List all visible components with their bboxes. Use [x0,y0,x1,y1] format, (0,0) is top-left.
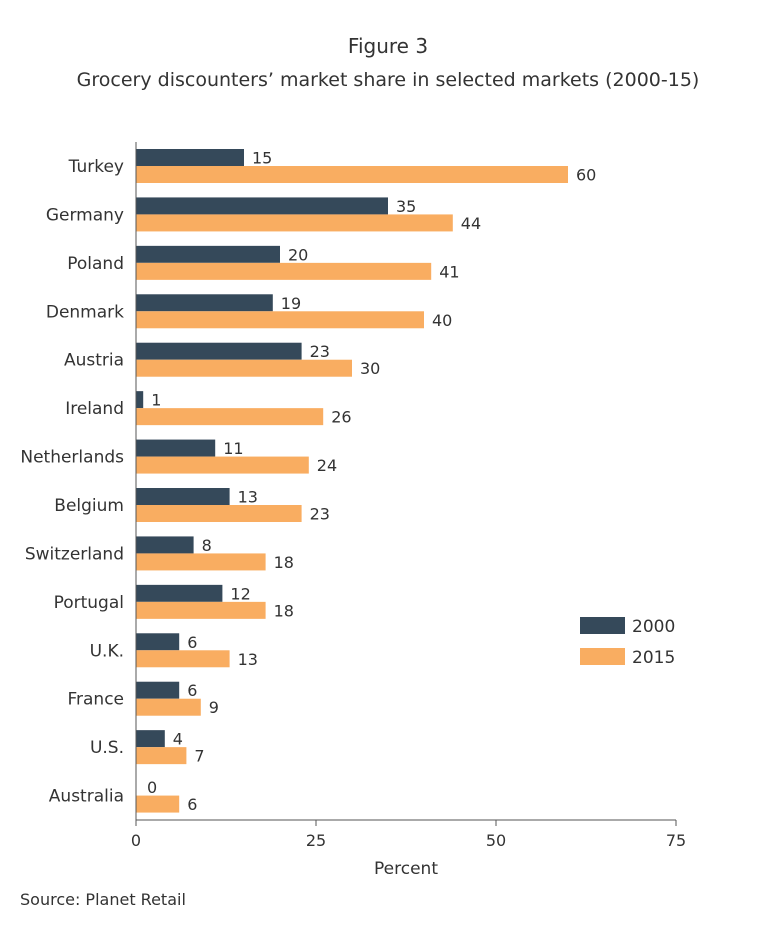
data-label-2000: 1 [151,391,161,410]
category-label: Ireland [65,399,124,419]
bar-2015 [136,214,453,232]
bar-2015 [136,795,180,813]
bar-2015 [136,456,309,474]
x-ticks-group: 0 25 50 75 [131,820,686,850]
data-label-2015: 40 [432,311,452,330]
legend-swatch-2000 [580,617,625,634]
data-label-2000: 4 [173,730,183,749]
category-label: Portugal [54,593,124,613]
data-label-2000: 35 [396,197,416,216]
data-label-2015: 7 [194,747,204,766]
bar-2000 [136,294,273,312]
bar-2000 [136,245,280,263]
data-label-2000: 8 [202,536,212,555]
data-label-2015: 24 [317,456,337,475]
bar-2000 [136,149,244,166]
category-label: Belgium [54,496,124,516]
bar-2000 [136,439,216,457]
chart-subtitle: Grocery discounters’ market share in sel… [77,69,700,91]
bars-group [136,149,568,813]
category-label: Austria [64,351,124,371]
data-label-2015: 13 [238,650,258,669]
legend: 2000 2015 [580,617,675,668]
data-label-2015: 41 [439,262,459,281]
bar-2015 [136,601,266,619]
bar-2015 [136,747,187,765]
data-label-2015: 18 [274,601,294,620]
data-label-2015: 60 [576,166,596,185]
data-label-2000: 0 [147,778,157,797]
bar-2000 [136,197,388,215]
x-tick-label: 0 [131,831,141,850]
category-label: Denmark [46,302,124,322]
bar-2000 [136,342,302,360]
bar-2000 [136,488,230,505]
data-label-2000: 20 [288,245,308,264]
bar-2015 [136,359,352,377]
data-label-2000: 6 [187,633,197,652]
data-label-2000: 6 [187,681,197,700]
x-tick-label: 50 [486,831,506,850]
legend-label-2000: 2000 [632,617,675,637]
data-label-2000: 12 [230,584,250,603]
data-label-2015: 23 [310,505,330,524]
bar-2015 [136,650,230,668]
source-note: Source: Planet Retail [20,890,186,909]
x-axis-label: Percent [374,859,438,879]
data-label-2015: 6 [187,795,197,814]
category-label: Poland [67,254,124,274]
value-labels-group: 1560354420411940233012611241323818121861… [147,149,596,815]
bar-2015 [136,698,201,716]
bar-2015 [136,166,568,183]
bar-2000 [136,730,165,748]
bar-2015 [136,311,424,329]
data-label-2015: 44 [461,214,481,233]
x-tick-label: 75 [666,831,686,850]
bar-2000 [136,633,180,651]
bar-2000 [136,584,223,602]
data-label-2015: 26 [331,408,351,427]
data-label-2000: 19 [281,294,301,313]
data-label-2000: 13 [238,488,258,507]
chart-title: Figure 3 [348,34,428,58]
category-label: U.S. [90,738,124,758]
bar-2015 [136,262,432,280]
bar-2015 [136,505,302,522]
category-labels-group: Turkey Germany Poland Denmark Austria Ireland… [20,157,124,807]
category-label: France [67,690,124,710]
data-label-2000: 11 [223,439,243,458]
bar-2000 [136,391,144,409]
category-label: Germany [46,205,124,225]
data-label-2000: 23 [310,342,330,361]
data-label-2015: 18 [274,553,294,572]
legend-swatch-2015 [580,648,625,665]
x-tick-label: 25 [306,831,326,850]
category-label: Netherlands [20,448,124,468]
data-label-2000: 15 [252,149,272,168]
data-label-2015: 9 [209,698,219,717]
legend-label-2015: 2015 [632,648,675,668]
category-label: U.K. [90,641,124,661]
bar-2015 [136,408,324,426]
bar-2000 [136,536,194,554]
category-label: Switzerland [25,544,124,564]
category-label: Australia [49,787,124,807]
category-label: Turkey [68,157,124,177]
bar-2015 [136,553,266,571]
data-label-2015: 30 [360,359,380,378]
bar-2000 [136,681,180,699]
